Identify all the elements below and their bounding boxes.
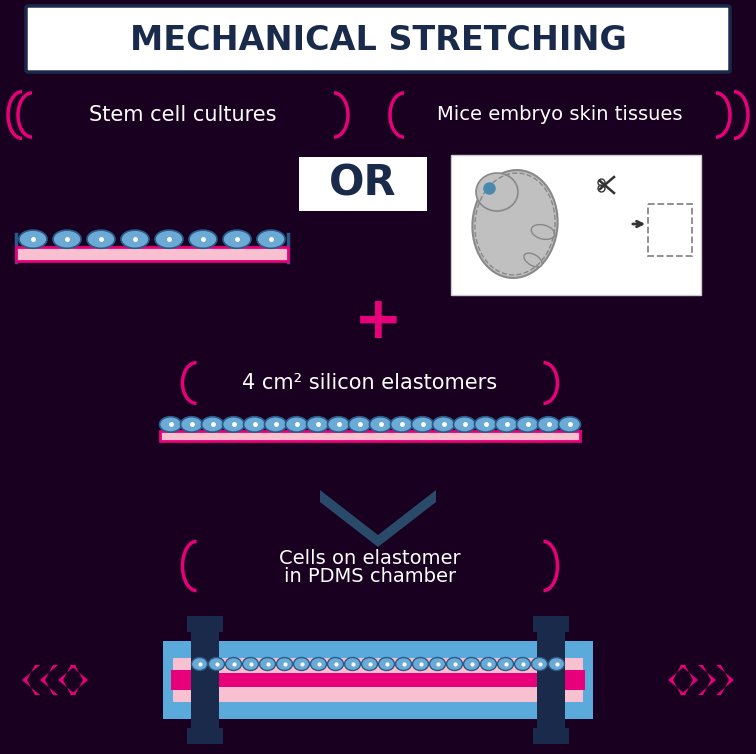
Ellipse shape (155, 230, 183, 248)
Ellipse shape (209, 657, 225, 670)
Bar (191, 628, 219, 732)
Text: Mice embryo skin tissues: Mice embryo skin tissues (437, 106, 683, 124)
Ellipse shape (475, 417, 497, 432)
Polygon shape (698, 665, 716, 695)
Ellipse shape (432, 417, 454, 432)
Bar (171, 670, 191, 690)
Text: 4 cm² silicon elastomers: 4 cm² silicon elastomers (243, 373, 497, 393)
Ellipse shape (413, 657, 429, 670)
Ellipse shape (327, 657, 343, 670)
Ellipse shape (411, 417, 433, 432)
Ellipse shape (222, 417, 244, 432)
Ellipse shape (191, 657, 207, 670)
Text: Stem cell cultures: Stem cell cultures (89, 105, 277, 125)
Bar (173, 673, 583, 687)
Ellipse shape (391, 417, 413, 432)
Ellipse shape (559, 417, 581, 432)
Ellipse shape (549, 657, 565, 670)
Ellipse shape (311, 657, 327, 670)
Ellipse shape (293, 657, 309, 670)
Ellipse shape (225, 657, 241, 670)
Ellipse shape (121, 230, 149, 248)
Ellipse shape (516, 417, 538, 432)
Ellipse shape (19, 230, 47, 248)
Ellipse shape (497, 657, 513, 670)
Polygon shape (716, 665, 734, 695)
Ellipse shape (277, 657, 293, 670)
Polygon shape (70, 665, 88, 695)
Ellipse shape (538, 417, 559, 432)
Ellipse shape (463, 657, 479, 670)
Bar (187, 616, 223, 632)
Bar (187, 728, 223, 744)
Text: OR: OR (329, 163, 397, 205)
Bar (16, 247, 288, 261)
Text: in PDMS chamber: in PDMS chamber (284, 568, 456, 587)
Text: Cells on elastomer: Cells on elastomer (279, 548, 461, 568)
Ellipse shape (447, 657, 463, 670)
Ellipse shape (515, 657, 531, 670)
Text: MECHANICAL STRETCHING: MECHANICAL STRETCHING (129, 23, 627, 57)
Ellipse shape (454, 417, 476, 432)
Text: +: + (354, 293, 402, 351)
Ellipse shape (87, 230, 115, 248)
Ellipse shape (53, 230, 81, 248)
Ellipse shape (243, 417, 265, 432)
Ellipse shape (202, 417, 224, 432)
Bar (533, 616, 569, 632)
Ellipse shape (181, 417, 203, 432)
Ellipse shape (259, 657, 275, 670)
Polygon shape (668, 665, 686, 695)
Polygon shape (680, 665, 698, 695)
Ellipse shape (223, 230, 251, 248)
Ellipse shape (306, 417, 329, 432)
Ellipse shape (370, 417, 392, 432)
Bar (565, 670, 585, 690)
Ellipse shape (345, 657, 361, 670)
Ellipse shape (395, 657, 411, 670)
Ellipse shape (531, 225, 555, 240)
Ellipse shape (472, 170, 558, 278)
FancyBboxPatch shape (299, 157, 427, 211)
Ellipse shape (189, 230, 217, 248)
Polygon shape (40, 665, 58, 695)
Bar (173, 658, 583, 702)
Ellipse shape (243, 657, 259, 670)
Ellipse shape (524, 253, 542, 267)
Polygon shape (22, 665, 40, 695)
Ellipse shape (327, 417, 349, 432)
FancyBboxPatch shape (451, 155, 701, 295)
Polygon shape (320, 490, 436, 547)
Bar (160, 431, 580, 441)
Polygon shape (58, 665, 76, 695)
Ellipse shape (481, 657, 497, 670)
Ellipse shape (349, 417, 370, 432)
Ellipse shape (379, 657, 395, 670)
Ellipse shape (265, 417, 287, 432)
Bar (537, 628, 565, 732)
Ellipse shape (361, 657, 377, 670)
Ellipse shape (429, 657, 445, 670)
Ellipse shape (286, 417, 308, 432)
Ellipse shape (257, 230, 285, 248)
Ellipse shape (476, 173, 518, 211)
Bar (533, 728, 569, 744)
FancyBboxPatch shape (26, 6, 730, 72)
Ellipse shape (495, 417, 518, 432)
Bar (163, 641, 593, 719)
Ellipse shape (160, 417, 181, 432)
Ellipse shape (531, 657, 547, 670)
